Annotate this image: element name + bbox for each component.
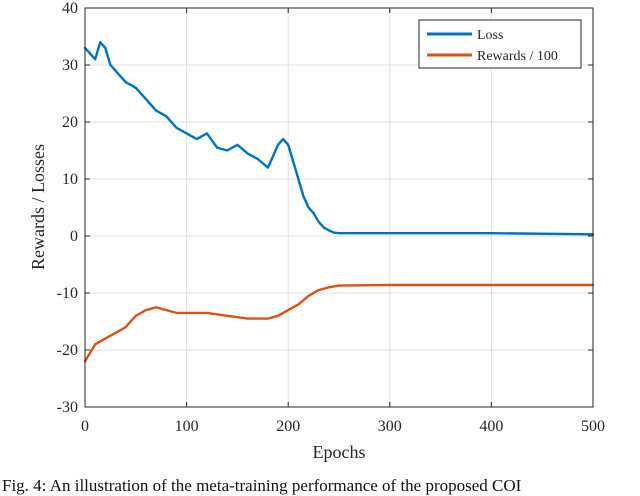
y-tick-label: -20 <box>57 342 78 359</box>
x-axis-label: Epochs <box>313 442 366 462</box>
plot-frame <box>84 7 594 408</box>
chart: 0 100 200 300 400 500 -30 -20 -10 0 10 20 30 40 Epoch… <box>28 0 605 462</box>
legend-label-1: Rewards / 100 <box>477 49 558 64</box>
legend-label-0: Loss <box>477 28 503 43</box>
series-line-1 <box>83 283 595 363</box>
y-tick-label: 40 <box>62 0 78 17</box>
series-layer <box>83 41 595 363</box>
legend: Loss Rewards / 100 <box>418 19 582 69</box>
y-tick-label: -10 <box>57 285 78 302</box>
y-tick-label: 0 <box>70 228 78 245</box>
x-tick-label: 0 <box>81 418 89 435</box>
y-tick-label: 10 <box>62 171 78 188</box>
y-axis-label: Rewards / Losses <box>28 144 48 270</box>
ticks: 0 100 200 300 400 500 -30 -20 -10 0 10 20 30 40 <box>57 0 605 435</box>
x-tick-label: 100 <box>175 418 199 435</box>
figure-caption: Fig. 4: An illustration of the meta-trai… <box>2 476 522 495</box>
legend-box <box>418 19 582 69</box>
series-line-0 <box>83 41 595 236</box>
y-tick-label: -30 <box>57 399 78 416</box>
plot-background <box>85 8 593 407</box>
y-tick-label: 30 <box>62 57 78 74</box>
x-tick-label: 400 <box>479 418 503 435</box>
y-tick-label: 20 <box>62 114 78 131</box>
x-tick-label: 200 <box>276 418 300 435</box>
x-tick-label: 300 <box>378 418 402 435</box>
x-tick-label: 500 <box>581 418 605 435</box>
